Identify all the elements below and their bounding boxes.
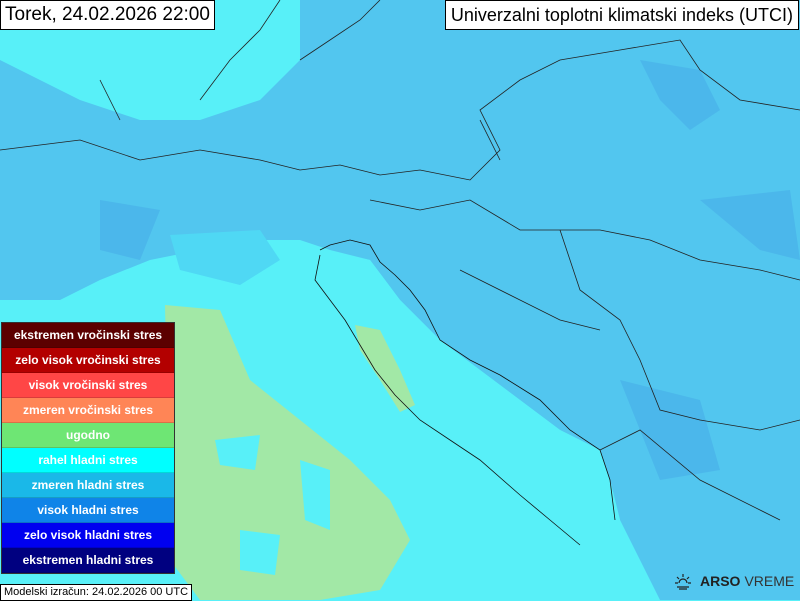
legend-item-strong-heat: visok vročinski stres	[2, 373, 174, 398]
legend-item-moderate-heat: zmeren vročinski stres	[2, 398, 174, 423]
sun-cloud-icon	[675, 574, 691, 590]
lake-garda-area	[170, 230, 280, 285]
forecast-date-title: Torek, 24.02.2026 22:00	[0, 0, 215, 30]
brand-arso: ARSO	[700, 573, 741, 589]
legend-item-very-strong-heat: zelo visok vročinski stres	[2, 348, 174, 373]
adriatic-sea	[320, 250, 620, 560]
comfort-zone-italy	[165, 305, 410, 600]
cyan-patch-italy	[215, 435, 330, 575]
model-run-label: Modelski izračun: 24.02.2026 00 UTC	[0, 584, 193, 601]
legend-item-strong-cold: visok hladni stres	[2, 498, 174, 523]
legend-item-extreme-cold: ekstremen hladni stres	[2, 548, 174, 573]
utci-legend: ekstremen vročinski stres zelo visok vro…	[1, 322, 175, 574]
comfort-zone-adriatic	[355, 325, 415, 412]
index-title: Univerzalni toplotni klimatski indeks (U…	[444, 0, 799, 30]
brand-vreme: VREME	[744, 573, 795, 589]
country-borders	[0, 0, 800, 521]
legend-item-extreme-heat: ekstremen vročinski stres	[2, 323, 174, 348]
legend-item-slight-cold: rahel hladni stres	[2, 448, 174, 473]
arso-vreme-logo: ARSO VREME	[674, 570, 794, 592]
legend-item-moderate-cold: zmeren hladni stres	[2, 473, 174, 498]
coastline	[314, 239, 616, 546]
legend-item-comfortable: ugodno	[2, 423, 174, 448]
legend-item-very-strong-cold: zelo visok hladni stres	[2, 523, 174, 548]
